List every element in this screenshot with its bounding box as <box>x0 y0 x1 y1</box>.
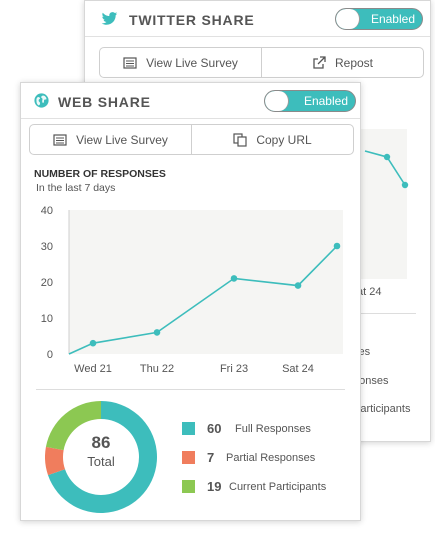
donut-center: 86 Total <box>45 433 157 469</box>
plot-background <box>69 210 343 354</box>
legend-label: Partial Responses <box>226 452 316 464</box>
twitter-view-live-survey-button[interactable]: View Live Survey <box>100 48 261 77</box>
copy-icon <box>233 132 247 147</box>
series-line <box>68 245 338 355</box>
legend-label: ponses <box>353 375 389 387</box>
web-card-title: WEB SHARE <box>58 94 151 110</box>
survey-list-icon <box>123 56 137 69</box>
data-point <box>294 282 302 289</box>
button-label: Copy URL <box>256 132 312 147</box>
legend-value: 60 <box>207 421 222 436</box>
x-tick-label: Sat 24 <box>282 363 314 375</box>
data-point <box>153 329 161 336</box>
external-link-icon <box>313 55 326 69</box>
web-action-buttons: View Live Survey Copy URL <box>29 124 354 155</box>
legend-value: 19 <box>207 479 222 494</box>
web-card-header: WEB SHARE Enabled <box>21 83 360 119</box>
legend-label: Participants <box>353 403 411 415</box>
button-label: Repost <box>334 55 374 70</box>
twitter-action-buttons: View Live Survey Repost <box>99 47 424 78</box>
donut-segment-current <box>45 401 101 451</box>
web-share-card: WEB SHARE Enabled View Live Survey Copy … <box>20 82 361 521</box>
button-label: View Live Survey <box>146 55 238 70</box>
globe-icon <box>34 93 49 108</box>
twitter-card-header: TWITTER SHARE Enabled <box>85 1 430 37</box>
toggle-label: Enabled <box>370 12 415 26</box>
y-tick-label: 0 <box>47 349 53 361</box>
y-tick-label: 10 <box>41 313 53 325</box>
x-tick-label: Fri 23 <box>220 363 248 375</box>
button-label: View Live Survey <box>76 132 168 147</box>
section-subtitle: In the last 7 days <box>36 182 116 194</box>
legend-swatch <box>182 480 195 493</box>
toggle-knob <box>265 91 289 111</box>
responses-donut-chart <box>45 401 157 513</box>
twitter-card-title: TWITTER SHARE <box>129 12 255 28</box>
data-point <box>89 339 97 347</box>
y-tick-label: 40 <box>41 205 53 217</box>
twitter-enabled-toggle[interactable]: Enabled <box>335 8 423 30</box>
donut-total-label: Total <box>87 454 115 469</box>
data-point <box>230 275 238 282</box>
survey-list-icon <box>53 133 67 146</box>
x-tick-label: Thu 22 <box>140 363 174 375</box>
legend-label: Full Responses <box>235 423 311 435</box>
twitter-repost-button[interactable]: Repost <box>261 48 423 77</box>
web-copy-url-button[interactable]: Copy URL <box>191 125 353 154</box>
data-point <box>383 153 391 161</box>
donut-segment-full <box>47 401 157 513</box>
legend-label: Current Participants <box>229 481 327 493</box>
donut-segment-partial <box>45 446 66 476</box>
legend-swatch <box>182 451 195 464</box>
donut-total-value: 86 <box>91 433 111 452</box>
data-point <box>333 242 341 250</box>
section-title: NUMBER OF RESPONSES <box>34 168 166 180</box>
web-view-live-survey-button[interactable]: View Live Survey <box>30 125 191 154</box>
x-tick-label: Wed 21 <box>74 363 112 375</box>
toggle-knob <box>336 9 360 29</box>
toggle-label: Enabled <box>303 94 348 108</box>
web-enabled-toggle[interactable]: Enabled <box>264 90 356 112</box>
legend-value: 7 <box>207 450 215 465</box>
twitter-bird-icon <box>101 12 118 25</box>
legend-swatch <box>182 422 195 435</box>
y-tick-label: 20 <box>41 277 53 289</box>
responses-line-chart: 0 10 20 30 40 Wed 21 Thu 22 Fri 23 Sat 24 <box>41 205 343 375</box>
x-tick-label: at 24 <box>357 286 382 298</box>
y-tick-label: 30 <box>41 241 53 253</box>
data-point <box>401 181 409 189</box>
divider <box>36 389 345 390</box>
